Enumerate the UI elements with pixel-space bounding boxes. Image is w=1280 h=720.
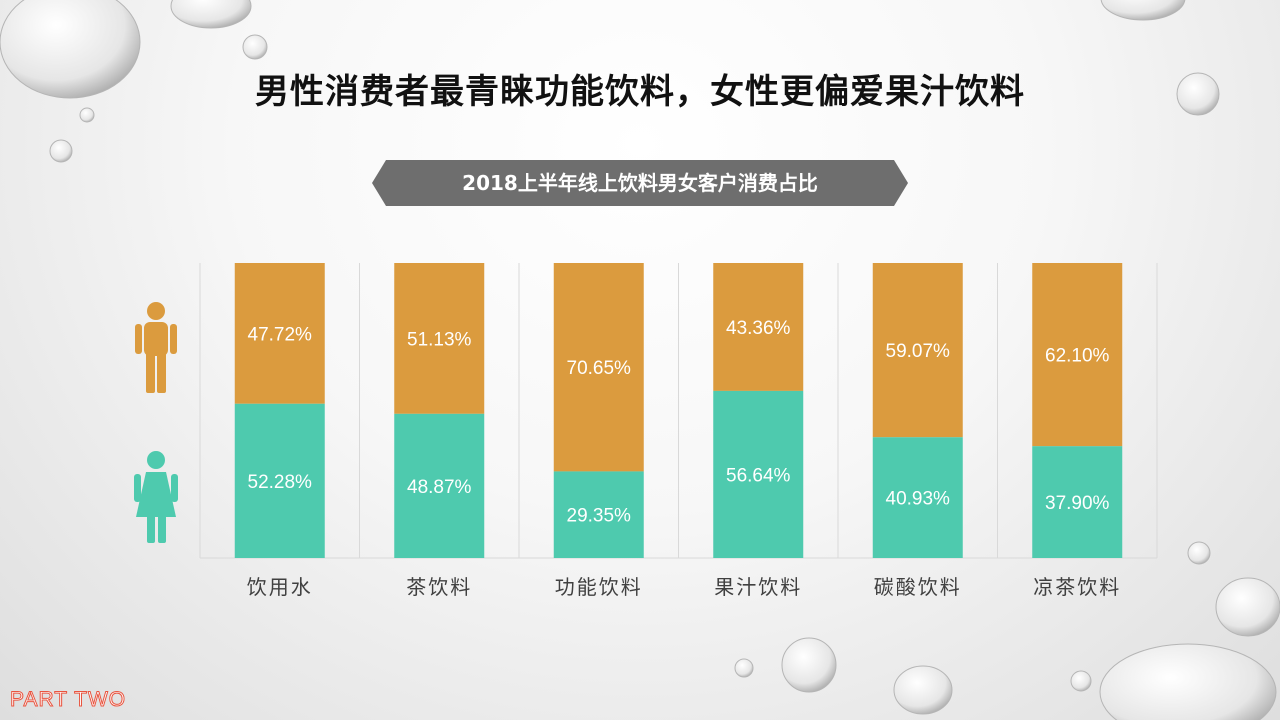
page-headline: 男性消费者最青睐功能饮料，女性更偏爱果汁饮料: [255, 72, 1025, 112]
bar-female: [713, 390, 804, 558]
water-drop-decoration: [240, 32, 270, 62]
water-drop-decoration: [0, 0, 150, 110]
water-drop-decoration: [166, 0, 256, 34]
water-drop-decoration: [1096, 636, 1280, 720]
bar-female: [394, 413, 485, 558]
water-drop-decoration: [890, 656, 956, 720]
water-drop-decoration: [1208, 572, 1280, 642]
data-label-female: 29.35%: [567, 506, 632, 527]
banner-shape: [372, 160, 908, 206]
data-label-male: 59.07%: [886, 341, 951, 362]
bar-female: [1032, 446, 1123, 558]
data-label-female: 37.90%: [1045, 493, 1110, 514]
data-label-male: 70.65%: [567, 358, 632, 379]
bar-female: [872, 437, 963, 558]
water-drop-decoration: [1068, 668, 1094, 694]
data-label-female: 48.87%: [407, 477, 472, 498]
category-label: 果汁饮料: [714, 575, 802, 599]
category-label: 凉茶饮料: [1033, 575, 1121, 599]
bar-male: [872, 263, 963, 438]
water-drop-decoration: [732, 656, 756, 680]
bar-male: [553, 263, 644, 472]
female-person-icon: [134, 451, 178, 543]
data-label-female: 52.28%: [248, 472, 313, 493]
data-label-male: 62.10%: [1045, 346, 1110, 367]
bar-male: [713, 263, 804, 391]
category-label: 饮用水: [247, 575, 313, 599]
category-label: 功能饮料: [555, 575, 643, 599]
data-label-male: 47.72%: [248, 324, 313, 345]
data-label-female: 56.64%: [726, 465, 791, 486]
water-drop-decoration: [1184, 538, 1214, 568]
bar-female: [234, 403, 325, 558]
data-label-male: 43.36%: [726, 318, 791, 339]
category-label: 碳酸饮料: [874, 575, 962, 599]
water-drop-decoration: [1098, 0, 1188, 26]
water-drop-decoration: [778, 634, 840, 696]
chart-title: 2018上半年线上饮料男女客户消费占比: [462, 171, 818, 195]
bar-male: [1032, 263, 1123, 447]
bar-female: [553, 471, 644, 558]
water-drop-decoration: [1174, 70, 1222, 118]
category-label: 茶饮料: [406, 575, 472, 599]
chart-title-banner: 2018上半年线上饮料男女客户消费占比: [372, 160, 908, 206]
data-label-male: 51.13%: [407, 329, 472, 350]
data-label-female: 40.93%: [886, 489, 951, 510]
part-label: PART TWO: [9, 688, 127, 712]
water-drop-decoration: [46, 136, 76, 166]
bar-male: [234, 263, 325, 404]
bar-male: [394, 263, 485, 414]
water-drop-decoration: [78, 106, 96, 124]
male-person-icon: [135, 302, 177, 393]
